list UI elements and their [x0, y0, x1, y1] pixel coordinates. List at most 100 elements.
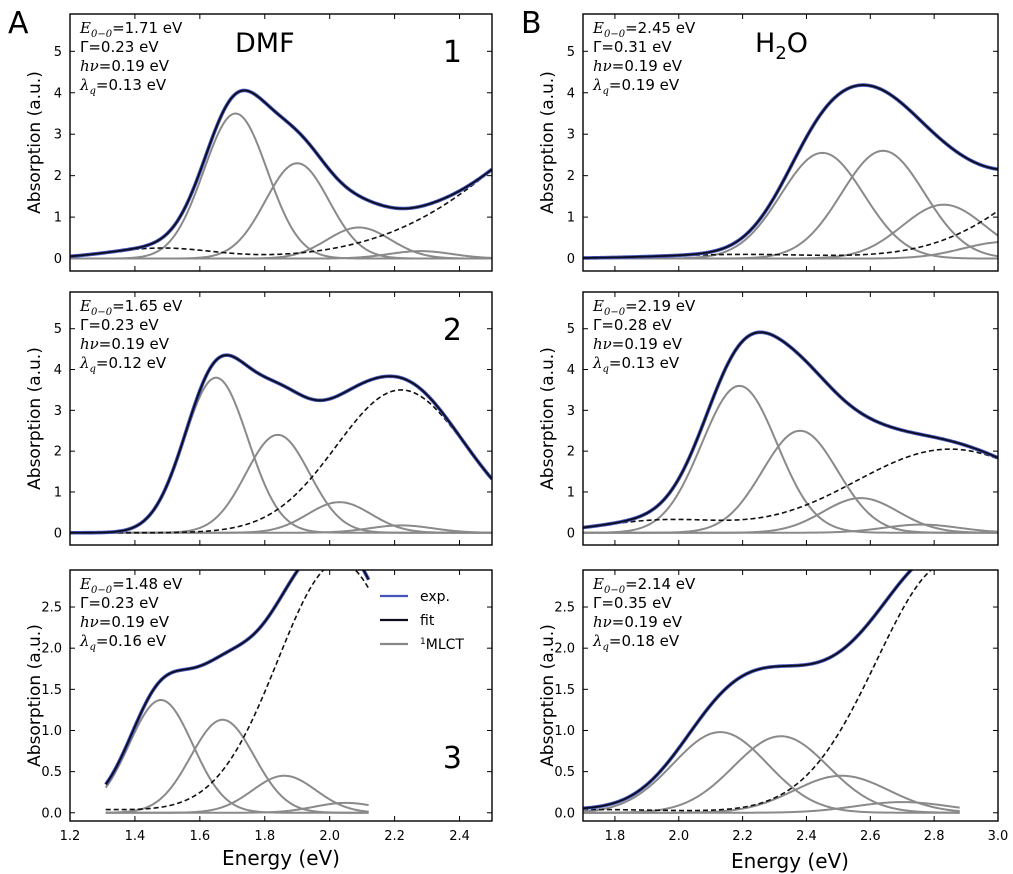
panel-a1-ytick-label-2: 2 — [54, 169, 62, 184]
panel-b3-xtick-label-6: 3.0 — [988, 829, 1009, 844]
panel-a2-ytick-label-2: 2 — [54, 445, 62, 460]
legend-label-mlct: 1MLCT — [420, 637, 464, 653]
panel-a2-mlct-component-3 — [70, 524, 492, 534]
panel-a2: 0 1 2 3 4 5 Absorption (a.u.) E0−0=1.65 eVΓ=0.2… — [25, 291, 493, 546]
panel-b1-ytick-label-5: 5 — [567, 45, 575, 60]
panel-b3-param-gamma: Γ=0.35 eV — [593, 594, 672, 612]
panel-b2-ylabel: Absorption (a.u.) — [538, 347, 558, 490]
panel-a1-background-dashed — [70, 169, 492, 258]
panel-b3-ytick-label-5: 2.5 — [554, 601, 575, 616]
panel-b1-frame — [582, 13, 999, 272]
panel-a3-xtick-label-5: 2.2 — [384, 829, 405, 844]
panel-a3-ytick-label-4: 2.0 — [41, 642, 62, 657]
panel-a1-ytick-label-5: 5 — [54, 45, 62, 60]
panel-a2-mlct-component-1 — [70, 433, 492, 534]
panel-a3-mlct-component-1 — [105, 718, 369, 814]
panel-b3-xtick-label-3: 2.4 — [796, 829, 817, 844]
panel-a1-mlct-component-0 — [70, 112, 492, 260]
panel-b3-ytick-label-4: 2.0 — [554, 642, 575, 657]
panel-a3-xtick-label-3: 1.8 — [254, 829, 275, 844]
panel-b2-param-hnu: hν=0.19 eV — [593, 335, 683, 353]
panel-a1-param-E00: E0−0=1.71 eV — [79, 19, 183, 40]
panel-a1-param-lambda: λq=0.13 eV — [79, 76, 167, 97]
panel-a2-background-dashed — [70, 389, 492, 534]
panel-b3-fit-curve — [583, 570, 913, 810]
panel-a2-ytick-label-3: 3 — [54, 404, 62, 419]
panel-b1-param-lambda: λq=0.19 eV — [592, 76, 680, 97]
panel-a3-xtick-label-6: 2.4 — [449, 829, 470, 844]
panel-a2-param-E00: E0−0=1.65 eV — [79, 297, 183, 318]
panel-label-b: B — [521, 6, 542, 41]
panel-b2-ytick-label-4: 4 — [567, 363, 575, 378]
panel-a3-xtick-label-0: 1.2 — [60, 829, 81, 844]
panel-b1-ytick-label-4: 4 — [567, 86, 575, 101]
x-axis-label-right: Energy (eV) — [731, 849, 849, 873]
panel-a1-param-hnu: hν=0.19 eV — [80, 57, 170, 75]
panel-b3-mlct-component-1 — [583, 735, 960, 814]
panel-b3: 1.8 2.0 2.2 2.4 2.6 2.8 3.0 0.0 0.5 1.0 1.5 2.0 2.5 A… — [538, 569, 1009, 844]
panel-b2-param-E00: E0−0=2.19 eV — [592, 297, 696, 318]
panel-a3-ytick-label-5: 2.5 — [41, 601, 62, 616]
panel-b2: 0 1 2 3 4 5 Absorption (a.u.) E0−0=2.19 eVΓ=0.2… — [538, 291, 999, 546]
panel-a2-mlct-component-0 — [70, 376, 492, 534]
panel-a1-ytick-label-4: 4 — [54, 86, 62, 101]
panel-a3-param-gamma: Γ=0.23 eV — [80, 594, 159, 612]
panel-a2-param-gamma: Γ=0.23 eV — [80, 316, 159, 334]
panel-a1-mlct-component-1 — [70, 162, 492, 260]
panel-b3-ytick-label-2: 1.0 — [554, 724, 575, 739]
panel-a3-ylabel: Absorption (a.u.) — [25, 624, 45, 767]
panel-b3-frame — [582, 569, 999, 822]
panel-b3-xtick-label-4: 2.6 — [860, 829, 881, 844]
panel-a2-fit-curve — [70, 354, 492, 534]
panel-b1-ytick-label-3: 3 — [567, 128, 575, 143]
panel-a3-fit-curve — [104, 570, 370, 785]
panel-a2-frame — [69, 291, 493, 546]
panel-b1-fit-curve — [583, 84, 998, 259]
panel-b1-background-dashed — [583, 210, 998, 259]
panel-b1-param-hnu: hν=0.19 eV — [593, 57, 683, 75]
panel-b2-ytick-label-1: 1 — [567, 485, 575, 500]
panel-b1: 0 1 2 3 4 5 Absorption (a.u.) E0−0=2.45 eVΓ=0.3… — [538, 13, 999, 272]
panel-b3-ytick-label-3: 1.5 — [554, 683, 575, 698]
panel-b1-ytick-label-0: 0 — [567, 252, 575, 267]
panel-a1-mlct-component-3 — [70, 250, 492, 260]
panel-a2-number-label: 2 — [443, 313, 462, 348]
panel-b3-param-hnu: hν=0.19 eV — [593, 613, 683, 631]
panel-b3-xtick-label-1: 2.0 — [668, 829, 689, 844]
x-axis-label-left: Energy (eV) — [222, 846, 340, 870]
panel-b3-ytick-label-1: 0.5 — [554, 765, 575, 780]
panel-b1-param-E00: E0−0=2.45 eV — [592, 19, 696, 40]
panel-b1-ytick-label-1: 1 — [567, 211, 575, 226]
panel-a2-ytick-label-0: 0 — [54, 526, 62, 541]
panel-a3-ytick-label-2: 1.0 — [41, 724, 62, 739]
panel-b1-ytick-label-2: 2 — [567, 169, 575, 184]
panel-b3-xtick-label-5: 2.8 — [924, 829, 945, 844]
panel-a2-ytick-label-4: 4 — [54, 363, 62, 378]
panel-b1-exp-curve — [583, 83, 998, 260]
panel-b2-background-dashed — [583, 448, 998, 529]
panel-a3-xtick-label-1: 1.4 — [125, 829, 146, 844]
legend-label-fit: fit — [420, 613, 435, 629]
panel-b2-frame — [582, 291, 999, 546]
panel-a2-ytick-label-1: 1 — [54, 485, 62, 500]
panel-a1: 0 1 2 3 4 5 Absorption (a.u.) E0−0=1.71 eVΓ=0.2… — [25, 13, 493, 272]
panel-a3-ytick-label-3: 1.5 — [41, 683, 62, 698]
panel-a3-background-dashed — [105, 570, 370, 811]
panel-b1-param-gamma: Γ=0.31 eV — [593, 38, 672, 56]
panel-b2-fit-curve — [583, 331, 998, 529]
panel-b3-param-E00: E0−0=2.14 eV — [592, 575, 696, 596]
panel-b3-ylabel: Absorption (a.u.) — [538, 624, 558, 767]
panel-a3-number-label: 3 — [443, 741, 462, 776]
panel-a1-ytick-label-3: 3 — [54, 128, 62, 143]
panel-a1-ytick-label-0: 0 — [54, 252, 62, 267]
solvent-label-dmf: DMF — [235, 28, 295, 59]
panel-b2-param-lambda: λq=0.13 eV — [592, 354, 680, 375]
panel-b1-ylabel: Absorption (a.u.) — [538, 71, 558, 214]
panel-a3-param-E00: E0−0=1.48 eV — [79, 575, 183, 596]
panel-a1-param-gamma: Γ=0.23 eV — [80, 38, 159, 56]
panel-label-a: A — [8, 6, 29, 41]
panel-b1-mlct-component-3 — [583, 241, 998, 260]
panel-a3-xtick-label-4: 2.0 — [319, 829, 340, 844]
